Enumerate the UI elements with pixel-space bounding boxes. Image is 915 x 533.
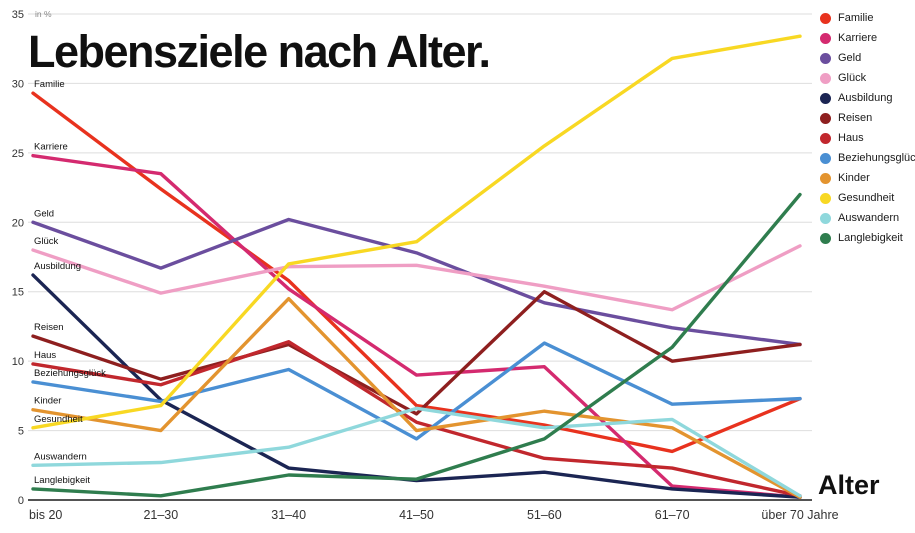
series-line-kinder <box>31 296 802 499</box>
legend-label-ausbildung: Ausbildung <box>838 92 893 104</box>
series-start-label-gesundheit: Gesundheit <box>34 414 83 425</box>
legend-dot-kinder <box>820 172 831 184</box>
series-line-karriere <box>31 153 802 499</box>
chart-legend: Familie Karriere Geld Glück Ausbildung Reisen… <box>820 12 915 244</box>
series-line-familie <box>31 91 802 454</box>
series-start-label-geld: Geld <box>34 208 54 219</box>
legend-label-reisen: Reisen <box>838 112 873 124</box>
legend-dot-gesundheit <box>820 192 831 204</box>
series-line-langlebigkeit <box>31 192 802 498</box>
series-start-label-auswandern: Auswandern <box>34 451 87 462</box>
x-tick-label-31-40: 31–40 <box>271 508 306 522</box>
x-axis-title: Alter <box>818 470 880 500</box>
x-tick-label-41-50: 41–50 <box>399 508 434 522</box>
legend-item-familie: Familie <box>820 12 915 24</box>
y-tick-label: 35 <box>12 9 24 21</box>
legend-dot-haus <box>820 132 831 144</box>
series-start-label-langlebigkeit: Langlebigkeit <box>34 475 90 486</box>
chart-title: Lebensziele nach Alter. <box>28 26 491 77</box>
y-tick-label: 0 <box>18 495 24 507</box>
series-line-beziehungsgluck <box>31 341 802 441</box>
x-tick-label-uber-70-jahre: über 70 Jahre <box>761 508 838 522</box>
series-start-label-gluck: Glück <box>34 236 59 247</box>
legend-item-beziehungsgluck: Beziehungsglück <box>820 152 915 164</box>
legend-dot-reisen <box>820 112 831 124</box>
series-line-reisen <box>31 290 802 416</box>
legend-item-gesundheit: Gesundheit <box>820 192 915 204</box>
series-start-label-beziehungsgluck: Beziehungsglück <box>34 368 106 379</box>
y-axis-unit-label: in % <box>35 9 52 19</box>
legend-label-kinder: Kinder <box>838 172 870 184</box>
legend-label-haus: Haus <box>838 132 864 144</box>
y-tick-label: 15 <box>12 287 24 299</box>
y-tick-label: 30 <box>12 78 24 90</box>
legend-item-geld: Geld <box>820 52 915 64</box>
legend-label-karriere: Karriere <box>838 32 878 44</box>
x-tick-label-bis-20: bis 20 <box>29 508 62 522</box>
x-tick-label-61-70: 61–70 <box>655 508 690 522</box>
series-line-haus <box>31 340 802 498</box>
legend-dot-auswandern <box>820 212 831 224</box>
series-line-geld <box>31 217 802 347</box>
legend-label-auswandern: Auswandern <box>838 212 900 224</box>
series-start-label-kinder: Kinder <box>34 396 61 407</box>
series-start-label-karriere: Karriere <box>34 142 68 153</box>
series-line-auswandern <box>31 406 802 498</box>
legend-item-ausbildung: Ausbildung <box>820 92 915 104</box>
legend-item-kinder: Kinder <box>820 172 915 184</box>
legend-dot-ausbildung <box>820 92 831 104</box>
legend-label-gesundheit: Gesundheit <box>838 192 895 204</box>
legend-dot-geld <box>820 52 831 64</box>
legend-dot-karriere <box>820 32 831 44</box>
series-line-gesundheit <box>31 34 802 430</box>
y-tick-label: 5 <box>18 426 24 438</box>
legend-dot-langlebigkeit <box>820 232 831 244</box>
legend-item-karriere: Karriere <box>820 32 915 44</box>
legend-label-geld: Geld <box>838 52 862 64</box>
series-start-label-familie: Familie <box>34 79 65 90</box>
series-start-label-reisen: Reisen <box>34 322 64 333</box>
series-start-label-haus: Haus <box>34 350 56 361</box>
legend-item-langlebigkeit: Langlebigkeit <box>820 232 915 244</box>
y-tick-label: 20 <box>12 217 24 229</box>
legend-item-reisen: Reisen <box>820 112 915 124</box>
series-start-label-ausbildung: Ausbildung <box>34 261 81 272</box>
y-tick-label: 25 <box>12 148 24 160</box>
legend-label-gluck: Glück <box>838 72 867 84</box>
legend-dot-gluck <box>820 72 831 84</box>
legend-item-haus: Haus <box>820 132 915 144</box>
legend-dot-familie <box>820 12 831 24</box>
legend-dot-beziehungsgluck <box>820 152 831 164</box>
legend-label-familie: Familie <box>838 12 874 24</box>
x-tick-label-21-30: 21–30 <box>143 508 178 522</box>
legend-item-gluck: Glück <box>820 72 915 84</box>
legend-item-auswandern: Auswandern <box>820 212 915 224</box>
legend-label-langlebigkeit: Langlebigkeit <box>838 232 903 244</box>
x-tick-label-51-60: 51–60 <box>527 508 562 522</box>
y-tick-label: 10 <box>12 356 24 368</box>
series-line-gluck <box>31 244 802 312</box>
legend-label-beziehungsgluck: Beziehungsglück <box>838 152 915 164</box>
